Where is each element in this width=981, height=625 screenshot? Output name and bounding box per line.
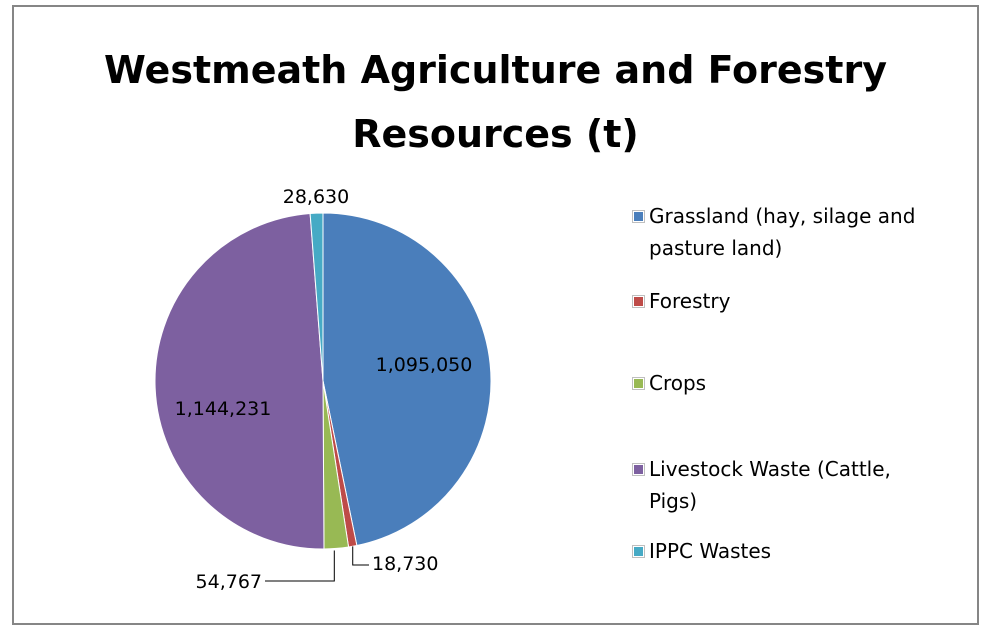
data-label-forestry: 18,730: [372, 553, 438, 575]
leader-line-crops: [265, 550, 335, 582]
legend-swatch-ippc-wastes: [632, 545, 645, 558]
legend-swatch-livestock-waste: [632, 463, 645, 476]
leader-lines: [265, 546, 369, 582]
legend-label-grassland-line-2: pasture land): [649, 236, 783, 260]
pie-slice-livestock-waste: [154, 212, 325, 550]
legend-label-ippc-wastes: IPPC Wastes: [649, 539, 772, 563]
legend-swatch-forestry: [632, 295, 645, 308]
pie-slice-grassland: [322, 212, 492, 547]
legend-label-crops: Crops: [649, 371, 707, 395]
legend-item-livestock-waste: Livestock Waste (Cattle, Pigs): [632, 453, 978, 517]
data-labels: 1,095,050 18,730 54,767 1,144,231 28,630: [175, 186, 473, 593]
legend-item-grassland: Grassland (hay, silage and pasture land): [632, 200, 978, 264]
legend-swatch-crops: [632, 377, 645, 390]
chart-title: Westmeath Agriculture and Forestry Resou…: [12, 38, 979, 166]
legend-label-forestry: Forestry: [649, 289, 731, 313]
legend-label-grassland-line-1: Grassland (hay, silage and: [649, 204, 916, 228]
legend-item-ippc-wastes: IPPC Wastes: [632, 535, 978, 567]
pie-chart: 1,095,050 18,730 54,767 1,144,231 28,630: [154, 186, 492, 593]
data-label-ippc-wastes: 28,630: [283, 186, 349, 208]
leader-line-forestry: [352, 546, 369, 566]
data-label-crops: 54,767: [196, 571, 262, 593]
legend-swatch-grassland: [632, 210, 645, 223]
data-label-livestock-waste: 1,144,231: [175, 398, 272, 420]
legend-label-livestock-waste-line-1: Livestock Waste (Cattle,: [649, 457, 891, 481]
pie-slice-ippc-wastes: [309, 212, 324, 382]
legend-item-crops: Crops: [632, 367, 978, 399]
legend-label-livestock-waste-line-2: Pigs): [649, 489, 698, 513]
chart-title-line-2: Resources (t): [352, 112, 639, 156]
data-label-grassland: 1,095,050: [376, 354, 473, 376]
legend-item-forestry: Forestry: [632, 285, 978, 317]
pie-slices: [154, 212, 492, 550]
chart-title-line-1: Westmeath Agriculture and Forestry: [104, 48, 887, 92]
